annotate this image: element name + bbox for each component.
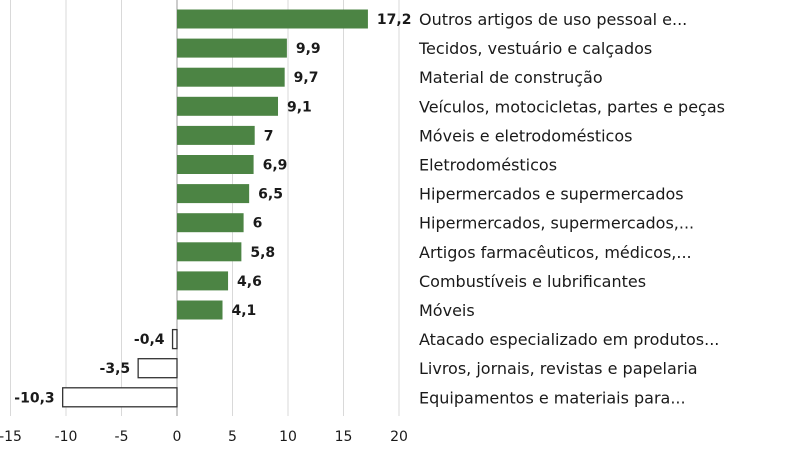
value-label: 6 — [253, 216, 263, 232]
value-label: 6,9 — [263, 158, 288, 174]
category-label: Artigos farmacêuticos, médicos,... — [419, 243, 692, 262]
bar-moveis — [177, 300, 223, 320]
x-axis: -15 -10 -5 0 5 10 15 20 — [0, 429, 408, 445]
label-layer: 17,2 Outros artigos de uso pessoal e... 9,… — [14, 10, 725, 407]
category-label: Veículos, motocicletas, partes e peças — [419, 97, 725, 116]
category-label: Combustíveis e lubrificantes — [419, 272, 646, 291]
x-tick-label: -15 — [0, 429, 22, 445]
value-label: 4,6 — [237, 274, 262, 290]
bar-veiculos-motocicletas-partes-e-pecas — [177, 96, 279, 116]
category-label: Tecidos, vestuário e calçados — [418, 39, 652, 58]
bar-eletrodomesticos — [177, 155, 254, 174]
value-label: 9,1 — [287, 99, 312, 115]
value-label: 9,7 — [294, 70, 319, 86]
category-label: Móveis e eletrodomésticos — [419, 126, 632, 145]
category-label: Material de construção — [419, 68, 603, 87]
value-label: 4,1 — [232, 303, 257, 319]
category-label: Equipamentos e materiais para... — [419, 388, 686, 407]
value-label: -0,4 — [134, 332, 165, 348]
value-label: 9,9 — [296, 41, 321, 57]
value-label: 6,5 — [258, 187, 283, 203]
bar-atacado-especializado-em-produtos — [171, 328, 178, 350]
bar-outros-artigos-de-uso-pessoal-e — [177, 9, 368, 29]
value-label: 7 — [264, 128, 274, 144]
bar-equipamentos-e-materiais-para — [62, 387, 178, 408]
x-tick-label: 20 — [390, 429, 408, 445]
x-tick-label: -5 — [115, 429, 129, 445]
category-label: Eletrodomésticos — [419, 156, 557, 175]
category-label: Hipermercados e supermercados — [419, 185, 684, 204]
value-label: 5,8 — [250, 245, 275, 261]
category-label: Hipermercados, supermercados,... — [419, 214, 694, 233]
value-label: -10,3 — [14, 390, 54, 406]
bar-artigos-farmaceuticos-medicos — [177, 242, 242, 262]
category-label: Móveis — [419, 301, 475, 320]
bar-layer — [62, 9, 368, 408]
bar-combustiveis-e-lubrificantes — [177, 271, 229, 291]
category-label: Atacado especializado em produtos... — [419, 330, 719, 349]
category-label: Livros, jornais, revistas e papelaria — [419, 359, 698, 378]
bar-tecidos-vestuario-e-calcados — [177, 38, 287, 58]
value-label: 17,2 — [377, 12, 412, 28]
x-tick-label: 0 — [173, 429, 182, 445]
bar-hipermercados-supermercados — [177, 213, 244, 233]
x-tick-label: 10 — [279, 429, 297, 445]
bar-moveis-e-eletrodomesticos — [177, 125, 255, 145]
x-tick-label: -10 — [55, 429, 78, 445]
x-tick-label: 15 — [335, 429, 353, 445]
bar-material-de-construcao — [177, 67, 285, 87]
bar-hipermercados-e-supermercados — [177, 184, 250, 204]
value-label: -3,5 — [100, 361, 131, 377]
bar-livros-jornais-revistas-e-papelaria — [137, 358, 178, 379]
category-label: Outros artigos de uso pessoal e... — [419, 10, 687, 29]
x-tick-label: 5 — [228, 429, 237, 445]
grid-layer — [10, 0, 400, 416]
